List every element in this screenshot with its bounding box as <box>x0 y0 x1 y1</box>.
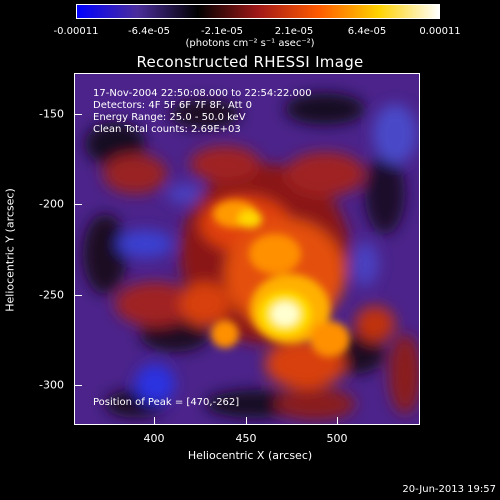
colorbar-tick-label: 0.00011 <box>419 26 461 37</box>
info-energy-range: Energy Range: 25.0 - 50.0 keV <box>93 112 246 123</box>
y-tick-label: -250 <box>39 288 64 302</box>
x-tick-label: 500 <box>326 432 348 445</box>
y-tick-mark <box>74 385 82 386</box>
colorbar-tick-label: -2.1e-05 <box>201 26 243 37</box>
y-tick-mark <box>74 204 82 205</box>
image-plot <box>74 73 420 425</box>
y-axis-label: Heliocentric Y (arcsec) <box>3 188 17 312</box>
y-tick-mark <box>74 295 82 296</box>
x-tick-mark <box>337 417 338 425</box>
y-tick-label: -200 <box>39 197 64 211</box>
info-peak-position: Position of Peak = [470,-262] <box>93 397 240 408</box>
plot-title: Reconstructed RHESSI Image <box>136 53 364 71</box>
y-tick-label: -150 <box>39 107 64 121</box>
colorbar-tick-label: -0.00011 <box>53 26 99 37</box>
x-tick-mark <box>154 417 155 425</box>
x-axis-label: Heliocentric X (arcsec) <box>187 449 313 462</box>
y-tick-mark <box>74 114 82 115</box>
colorbar-tick-label: 2.1e-05 <box>274 26 314 37</box>
colorbar-units: (photons cm⁻² s⁻¹ asec⁻²) <box>185 38 315 49</box>
footer-date: 20-Jun-2013 19:57 <box>402 484 496 495</box>
y-tick-label: -300 <box>39 378 64 392</box>
info-detectors: Detectors: 4F 5F 6F 7F 8F, Att 0 <box>93 100 253 111</box>
colorbar <box>76 4 440 19</box>
info-method: Clean Total counts: 2.69E+03 <box>93 124 241 135</box>
colorbar-tick-label: -6.4e-05 <box>128 26 170 37</box>
x-tick-mark <box>246 417 247 425</box>
info-time-range: 17-Nov-2004 22:50:08.000 to 22:54:22.000 <box>93 88 312 99</box>
solar-image <box>75 74 419 424</box>
x-tick-label: 400 <box>143 432 165 445</box>
colorbar-tick-label: 6.4e-05 <box>347 26 387 37</box>
x-tick-label: 450 <box>235 432 257 445</box>
